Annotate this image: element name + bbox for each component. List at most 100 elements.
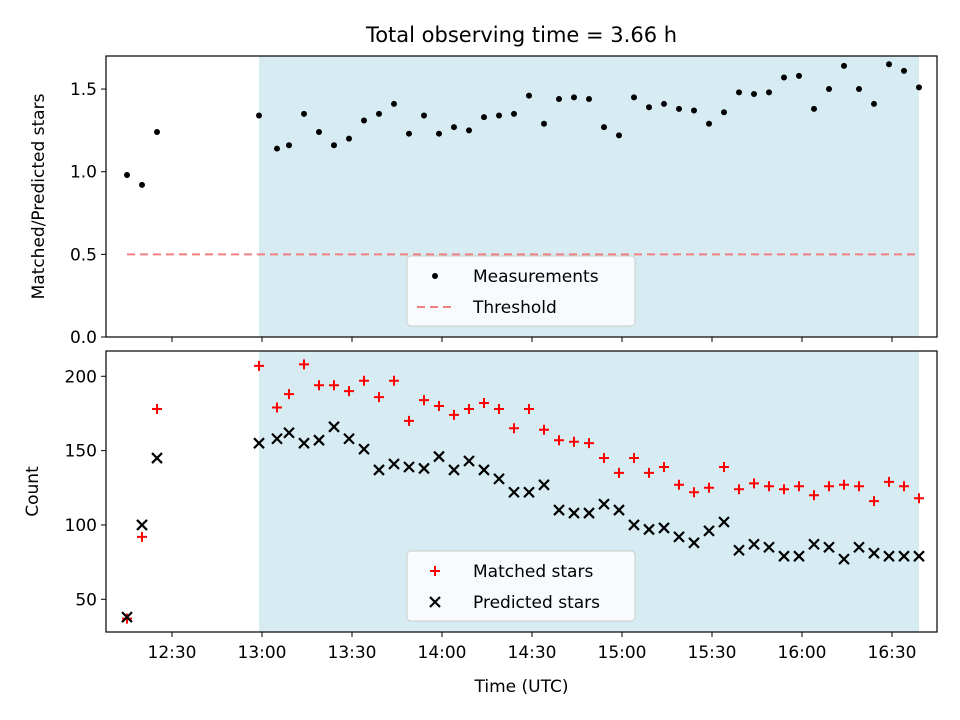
matched-star-point xyxy=(734,484,744,495)
measurement-point xyxy=(346,135,352,142)
predicted-star-point xyxy=(298,437,310,449)
predicted-star-point xyxy=(853,541,865,554)
measurement-point xyxy=(316,129,322,136)
matched-star-point xyxy=(299,359,309,370)
predicted-star-point xyxy=(703,525,715,537)
y-tick-label: 50 xyxy=(75,590,97,610)
matched-star-point xyxy=(554,435,564,446)
predicted-star-point xyxy=(136,519,148,531)
matched-star-point xyxy=(854,481,864,492)
predicted-star-point xyxy=(628,519,640,531)
measurement-point xyxy=(631,94,637,101)
axes-frame xyxy=(105,350,938,633)
count-panel: 12:30 13:00 13:30 14:00 14:30 15:00 15:30 16:00… xyxy=(23,350,938,697)
matched-star-point xyxy=(539,424,549,435)
measurement-point xyxy=(556,95,562,102)
predicted-star-point xyxy=(808,538,820,551)
predicted-star-point xyxy=(271,432,283,445)
matched-star-point xyxy=(689,487,699,498)
measurement-point xyxy=(481,114,487,121)
matched-star-point xyxy=(659,461,669,472)
measurement-point xyxy=(601,124,607,131)
measurement-point xyxy=(661,100,667,107)
legend: Measurements Threshold xyxy=(406,255,636,327)
y-tick-label: 100 xyxy=(65,516,97,536)
predicted-star-point xyxy=(688,537,700,549)
matched-star-point xyxy=(254,360,264,371)
predicted-star-point xyxy=(373,464,385,476)
measurement-point xyxy=(826,86,832,93)
matched-star-point xyxy=(464,403,474,414)
predicted-star-point xyxy=(523,486,535,499)
y-tick-label: 1.0 xyxy=(70,163,97,183)
measurement-point xyxy=(916,84,922,91)
matched-star-point xyxy=(389,375,399,386)
x-tick-label: 16:00 xyxy=(778,643,827,663)
predicted-star-point xyxy=(328,421,340,433)
predicted-star-point xyxy=(151,452,163,464)
matched-star-point xyxy=(614,467,624,478)
matched-star-point xyxy=(404,415,414,426)
matched-star-point xyxy=(674,479,684,490)
legend-frame xyxy=(406,550,636,622)
matched-star-point xyxy=(824,481,834,492)
matched-star-point xyxy=(374,392,384,403)
matched-star-point xyxy=(329,380,339,391)
matched-star-point xyxy=(284,389,294,400)
matched-star-point xyxy=(494,403,504,414)
measurement-point xyxy=(124,172,130,179)
predicted-star-point xyxy=(418,462,430,475)
predicted-star-point xyxy=(883,550,895,562)
measurement-point xyxy=(691,107,697,114)
legend-x-icon xyxy=(429,596,441,608)
measurement-point xyxy=(706,120,712,127)
measurement-point xyxy=(676,105,682,112)
legend-frame xyxy=(406,255,636,327)
predicted-star-point xyxy=(358,443,370,455)
predicted-star-point xyxy=(673,531,685,543)
legend-label: Threshold xyxy=(472,298,557,318)
matched-star-point xyxy=(914,493,924,504)
predicted-star-point xyxy=(718,516,730,528)
measurement-point xyxy=(451,124,457,131)
y-tick-label: 1.5 xyxy=(70,80,97,100)
predicted-star-point xyxy=(283,426,295,439)
measurement-point xyxy=(376,110,382,117)
matched-star-point xyxy=(704,482,714,493)
measurement-point xyxy=(886,61,892,68)
measurement-point xyxy=(331,142,337,149)
y-axis-label: Matched/Predicted stars xyxy=(29,93,49,299)
matched-star-point xyxy=(869,496,879,507)
x-tick-label: 14:30 xyxy=(508,643,557,663)
matched-star-point xyxy=(137,531,147,542)
x-tick-label: 14:00 xyxy=(418,643,467,663)
matched-star-point xyxy=(509,423,519,434)
predicted-star-point xyxy=(538,479,550,491)
predicted-star-point xyxy=(748,538,760,551)
predicted-star-point xyxy=(121,611,133,623)
measurement-point xyxy=(301,110,307,117)
predicted-star-point xyxy=(763,541,775,554)
x-tick-label: 12:30 xyxy=(148,643,197,663)
matched-star-point xyxy=(434,401,444,412)
matched-star-point xyxy=(749,478,759,489)
measurement-point xyxy=(436,130,442,137)
measurement-point xyxy=(406,130,412,137)
x-tick-label: 13:30 xyxy=(328,643,377,663)
axes-frame xyxy=(105,55,938,338)
measurement-point xyxy=(751,91,757,98)
x-tick-label: 15:00 xyxy=(598,643,647,663)
measurement-point xyxy=(781,74,787,81)
predicted-star-point xyxy=(493,473,505,485)
matched-star-point xyxy=(344,386,354,397)
predicted-star-point xyxy=(868,547,880,559)
ratio-panel: 0.0 0.5 1.0 1.5 Matched/Predicted stars Total… xyxy=(29,23,938,348)
legend-dot-icon xyxy=(432,273,438,279)
measurement-point xyxy=(871,100,877,107)
measurement-point xyxy=(571,94,577,101)
predicted-star-point xyxy=(388,458,400,470)
predicted-star-point xyxy=(733,544,745,557)
measurement-point xyxy=(901,67,907,74)
measurement-point xyxy=(466,127,472,134)
